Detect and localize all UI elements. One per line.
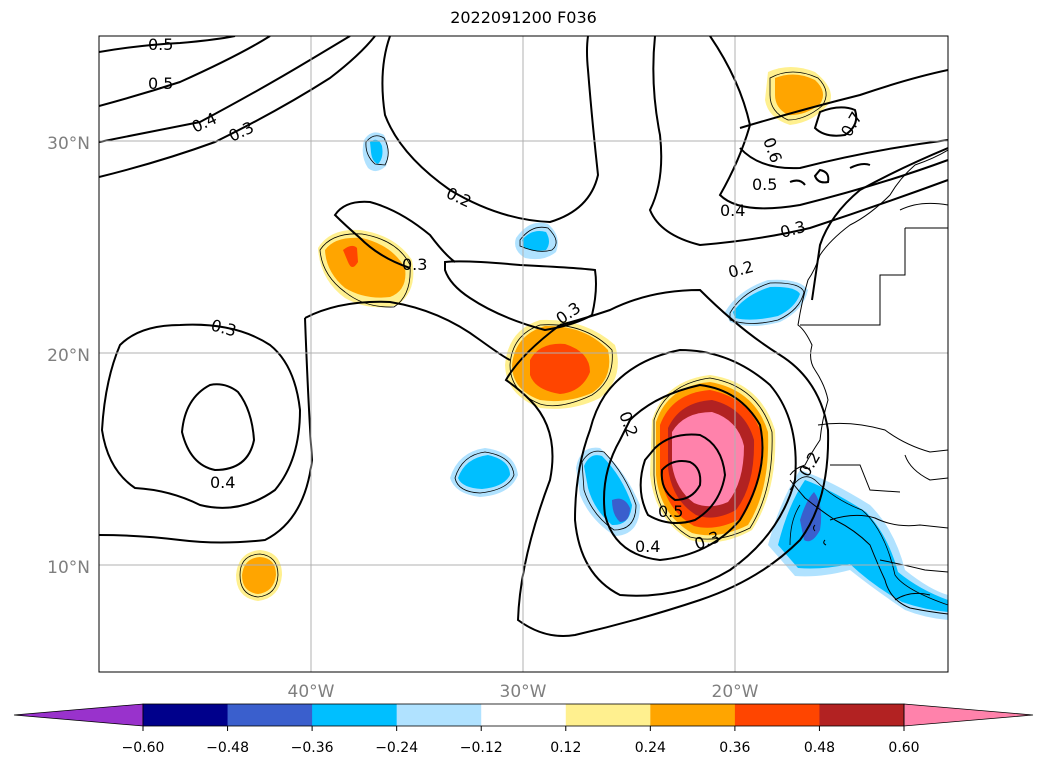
lat-label-30n: 30°N [47,134,90,154]
colorbar-cell [143,704,229,726]
border-senegal [817,422,948,453]
contour-label: 0.3 [209,316,239,341]
contour-label: 0.5 [148,74,173,93]
lat-label-20n: 20°N [47,346,90,366]
colorbar-cell [565,704,651,726]
contour-0.4-cyclone [603,383,764,562]
contour-label: 0.4 [720,201,745,220]
coastline-west-africa [789,479,948,615]
colorbar-tick-label: −0.12 [460,740,503,756]
border-sierra-leone [879,559,948,573]
contour-0.4-west-loop [180,383,256,472]
contour-0.3-northwest [99,36,376,178]
contour-0.2-east-coast [811,147,948,301]
positive-anomaly-northeast-core [775,74,824,116]
negative-anomaly-cyclone-west-core [612,498,630,522]
contour-0.5-top [99,36,236,53]
contour-0.3-southwest-bend [99,317,314,544]
contour-0.2-cyclone-outer [504,288,830,637]
colorbar-cell [650,704,736,726]
contour-0.3-west-ridge [333,200,456,269]
contour-0.3-west-loop [100,323,302,509]
colorbar-cell [481,704,567,726]
map-frame [98,35,949,673]
contour-label: 0.5 [658,502,683,521]
anomaly-shading [236,67,948,620]
border-inland [830,464,901,493]
contour-0.5-second [99,36,271,107]
colorbar-tick-labels: −0.60 −0.48 −0.36 −0.24 −0.12 0.12 0.24 0.36 0.4… [122,726,920,756]
thick-contours [99,36,948,637]
colorbar-high-extension [903,703,1034,727]
colorbar-tick-label: 0.36 [719,740,750,756]
lat-label-10n: 10°N [47,558,90,578]
map-panel [99,36,948,637]
coastlines [789,149,948,615]
negative-anomaly-24n-core [522,231,549,251]
contour-label: 0.4 [210,473,235,492]
contour-0.4-northwest [99,36,351,143]
positive-anomaly-cyclone-core [672,412,744,507]
colorbar-tick-label: −0.36 [291,740,334,756]
colorbar-low-extension [13,703,144,727]
contour-label: 0.3 [778,217,808,242]
colorbar-tick-label: −0.48 [206,740,249,756]
contour-label: 0.6 [759,135,786,165]
contour-0.2-trough [381,36,600,224]
coastline-cape-verde [801,465,827,546]
contour-0.6-cyclone [660,460,702,502]
contour-small-dots [789,163,871,186]
border-guinea [829,514,948,529]
colorbar-frame [142,703,905,727]
contour-label: 0.3 [402,255,427,274]
contour-0.6-east [739,69,948,129]
positive-anomaly-9n-core [242,557,276,594]
lon-label-30w: 30°W [500,682,547,702]
negative-anomaly-30n-core [370,139,383,164]
contour-label: 0.5 [148,35,173,54]
colorbar-cell [734,704,820,726]
contour-label: 0.2 [726,257,756,282]
contour-0.5-cyclone [639,433,727,525]
colorbar-tick-label: −0.24 [375,740,418,756]
lon-label-40w: 40°W [288,682,335,702]
negative-anomaly-africa-coast-core [778,480,948,612]
negative-anomaly-west-14n-core [458,455,510,489]
positive-anomaly-west-25n-core [343,245,358,267]
negative-anomaly-east-22n-core [733,286,800,320]
lon-label-20w: 20°W [712,682,759,702]
shading-outline-contours [239,71,948,606]
gridlines [99,36,948,672]
border-mauritania-north [800,228,906,326]
colorbar-cells [143,704,905,726]
colorbar: −0.60 −0.48 −0.36 −0.24 −0.12 0.12 0.24 0.36 0.4… [13,703,1034,756]
contour-0.7-closed [813,106,858,137]
map-title: 2022091200 F036 [450,8,597,27]
border-liberia [894,592,931,601]
contour-label: 0.4 [635,537,660,556]
border-mali [904,454,948,481]
coastline-northwest-africa [789,149,948,476]
coastline-canary [899,202,948,211]
contour-0.3-southwest [304,300,511,361]
colorbar-tick-label: 0.48 [804,740,835,756]
contour-0.3-cyclone [573,348,797,597]
contour-label: 0.5 [752,175,777,194]
contour-0.5-east [739,139,948,170]
colorbar-tick-label: 0.12 [550,740,581,756]
colorbar-cell [312,704,398,726]
colorbar-tick-label: 0.60 [888,740,919,756]
positive-anomaly-central-20n-core [530,343,590,394]
colorbar-cell [819,704,905,726]
axis-labels: 30°N 20°N 10°N 40°W 30°W 20°W [47,134,759,702]
colorbar-tick-label: 0.24 [635,740,666,756]
contour-0.3-east-ridge [648,36,948,247]
negative-anomaly-africa-coast-inner [800,492,822,542]
colorbar-cell [396,704,482,726]
contour-0.4-east [709,36,948,210]
colorbar-cell [227,704,313,726]
colorbar-tick-label: −0.60 [122,740,165,756]
